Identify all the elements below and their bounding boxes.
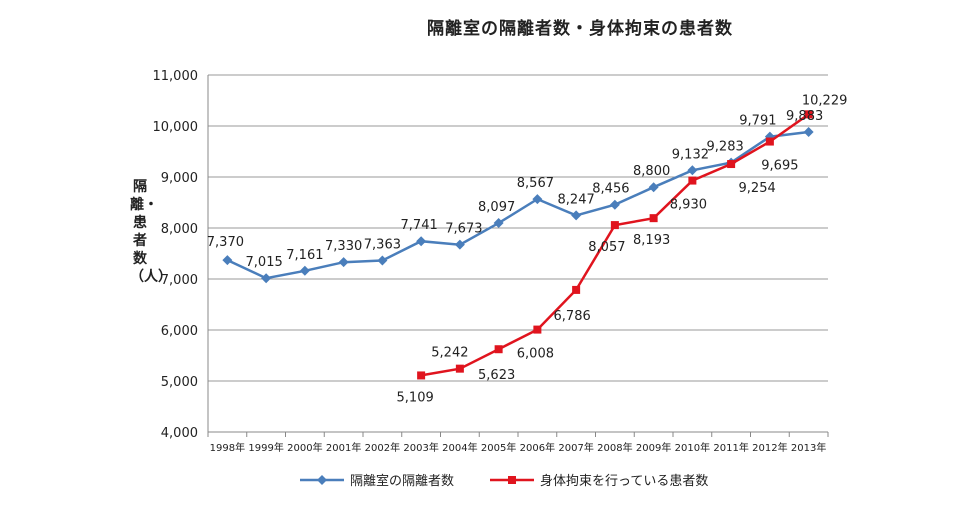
y-tick-label: 9,000 <box>161 171 198 186</box>
restraint-data-label: 8,193 <box>633 233 670 248</box>
y-tick-label: 11,000 <box>153 69 199 84</box>
x-tick-label: 2010年 <box>675 441 710 454</box>
isolation-data-label: 9,283 <box>707 140 744 155</box>
isolation-data-label: 8,456 <box>592 182 629 197</box>
isolation-data-point <box>648 182 659 193</box>
restraint-data-point <box>649 214 658 223</box>
x-tick-label: 1999年 <box>248 441 283 454</box>
x-tick-label: 2013年 <box>791 441 826 454</box>
isolation-data-label: 8,247 <box>558 192 595 207</box>
y-tick-label: 4,000 <box>161 426 198 441</box>
restraint-data-label: 6,008 <box>517 347 554 362</box>
x-tick-label: 2008年 <box>597 441 632 454</box>
isolation-data-point <box>377 255 388 266</box>
restraint-data-label: 5,623 <box>478 368 515 383</box>
restraint-data-point <box>804 110 813 119</box>
restraint-data-label: 5,109 <box>397 390 434 405</box>
x-tick-label: 2001年 <box>326 441 361 454</box>
x-tick-label: 2005年 <box>481 441 516 454</box>
x-tick-label: 2006年 <box>520 441 555 454</box>
restraint-data-point <box>572 285 581 294</box>
restraint-data-point <box>727 160 736 169</box>
x-tick-label: 1998年 <box>210 441 245 454</box>
chart-title: 隔離室の隔離者数・身体拘束の患者数 <box>427 19 733 39</box>
isolation-series-line <box>226 130 809 280</box>
y-tick-label: 10,000 <box>153 120 199 135</box>
isolation-data-label: 7,015 <box>246 255 283 270</box>
x-tick-label: 2000年 <box>287 441 322 454</box>
isolation-data-label: 8,800 <box>633 164 670 179</box>
isolation-data-point <box>416 236 427 247</box>
isolation-data-point <box>803 126 814 137</box>
isolation-data-point <box>687 165 698 176</box>
axes: 4,000 5,000 6,000 7,000 8,000 9,000 10,000 11,0… <box>153 69 829 454</box>
isolation-data-point <box>609 199 620 210</box>
restraint-data-label: 10,229 <box>802 93 848 108</box>
x-tick-label: 2012年 <box>752 441 787 454</box>
legend: 隔離室の隔離者数 身体拘束を行っている患者数 <box>300 470 708 489</box>
legend-marker-isolation <box>300 474 344 485</box>
isolation-data-point <box>493 218 504 229</box>
x-tick-label: 2009年 <box>636 441 671 454</box>
y-tick-label: 8,000 <box>161 222 198 237</box>
x-tick-label: 2002年 <box>365 441 400 454</box>
restraint-data-point <box>494 345 503 354</box>
isolation-data-label: 9,132 <box>672 147 709 162</box>
isolation-data-point <box>454 239 465 250</box>
x-tick-label: 2003年 <box>403 441 438 454</box>
y-tick-label: 6,000 <box>161 324 198 339</box>
isolation-data-point <box>532 194 543 205</box>
series-lines <box>222 110 814 380</box>
isolation-data-label: 8,097 <box>478 200 515 215</box>
y-tick-label: 7,000 <box>161 273 198 288</box>
isolation-data-label: 8,567 <box>517 176 554 191</box>
isolation-data-point <box>571 210 582 221</box>
x-tick-label: 2011年 <box>713 441 748 454</box>
restraint-data-label: 5,242 <box>431 346 468 361</box>
isolation-data-point <box>261 273 272 284</box>
isolation-data-point <box>338 257 349 268</box>
isolation-data-label: 7,330 <box>325 239 362 254</box>
legend-label-isolation: 隔離室の隔離者数 <box>350 474 455 489</box>
isolation-data-label: 7,370 <box>207 235 244 250</box>
restraint-data-point <box>688 176 697 185</box>
x-tick-label: 2007年 <box>558 441 593 454</box>
restraint-data-label: 6,786 <box>554 309 591 324</box>
legend-marker-restraint <box>490 475 535 484</box>
restraint-data-point <box>455 364 464 373</box>
restraint-data-label: 9,254 <box>739 181 776 196</box>
restraint-data-label: 8,930 <box>670 198 707 213</box>
y-tick-label: 5,000 <box>161 375 198 390</box>
x-tick-label: 2004年 <box>442 441 477 454</box>
legend-item-restraint: 身体拘束を行っている患者数 <box>490 470 708 489</box>
isolation-data-label: 7,741 <box>401 218 438 233</box>
legend-item-isolation: 隔離室の隔離者数 <box>300 470 454 489</box>
legend-label-restraint: 身体拘束を行っている患者数 <box>540 474 709 489</box>
restraint-data-point <box>417 371 426 380</box>
restraint-data-point <box>610 221 619 230</box>
isolation-data-point <box>222 255 233 266</box>
isolation-data-label: 7,363 <box>364 237 401 252</box>
isolation-data-point <box>299 265 310 276</box>
restraint-data-point <box>533 325 542 334</box>
isolation-data-label: 9,791 <box>739 114 776 129</box>
isolation-data-label: 7,161 <box>286 248 323 263</box>
isolation-data-label: 7,673 <box>445 222 482 237</box>
restraint-data-point <box>765 137 774 146</box>
restraint-data-label: 9,695 <box>761 159 798 174</box>
isolation-data-label: 9,883 <box>786 109 823 124</box>
restraint-data-label: 8,057 <box>588 240 625 255</box>
